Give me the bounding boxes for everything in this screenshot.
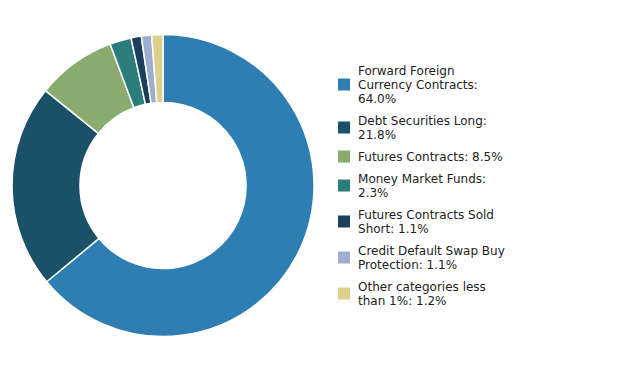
legend-swatch	[338, 122, 350, 134]
legend-item: Futures Contracts: 8.5%	[338, 150, 503, 164]
legend-swatch	[338, 180, 350, 192]
legend-item: Money Market Funds:2.3%	[338, 172, 486, 200]
legend-swatch	[338, 151, 350, 163]
legend-label-line: Credit Default Swap Buy	[358, 244, 505, 258]
legend-label-line: Money Market Funds:	[358, 172, 486, 186]
legend-item: Futures Contracts SoldShort: 1.1%	[338, 208, 494, 236]
chart: Forward ForeignCurrency Contracts:64.0% D…	[0, 0, 627, 371]
legend-label: Credit Default Swap BuyProtection: 1.1%	[358, 244, 505, 272]
legend-label-line: Futures Contracts: 8.5%	[358, 150, 503, 164]
legend-label-line: Short: 1.1%	[358, 222, 429, 236]
legend-label-line: Other categories less	[358, 280, 486, 294]
legend-label: Debt Securities Long:21.8%	[358, 114, 487, 142]
legend-swatch	[338, 79, 350, 91]
legend-swatch	[338, 216, 350, 228]
legend-label-line: Currency Contracts:	[358, 78, 478, 92]
legend-label-line: 21.8%	[358, 128, 396, 142]
legend-label: Other categories lessthan 1%: 1.2%	[358, 280, 486, 308]
legend-label-line: Protection: 1.1%	[358, 258, 457, 272]
legend-label-line: Forward Foreign	[358, 64, 455, 78]
legend-label-line: 2.3%	[358, 186, 389, 200]
legend-label-line: 64.0%	[358, 92, 396, 106]
legend-item: Other categories lessthan 1%: 1.2%	[338, 280, 486, 308]
legend-label-line: Futures Contracts Sold	[358, 208, 494, 222]
legend-label: Futures Contracts SoldShort: 1.1%	[358, 208, 494, 236]
slices	[12, 34, 314, 336]
legend-item: Credit Default Swap BuyProtection: 1.1%	[338, 244, 505, 272]
legend-swatch	[338, 252, 350, 264]
legend-label: Futures Contracts: 8.5%	[358, 150, 503, 164]
legend-item: Forward ForeignCurrency Contracts:64.0%	[338, 64, 478, 106]
legend-label-line: than 1%: 1.2%	[358, 294, 446, 308]
legend: Forward ForeignCurrency Contracts:64.0% D…	[338, 64, 505, 308]
legend-swatch	[338, 288, 350, 300]
legend-label: Money Market Funds:2.3%	[358, 172, 486, 200]
slice	[152, 34, 163, 102]
legend-label: Forward ForeignCurrency Contracts:64.0%	[358, 64, 478, 106]
legend-label-line: Debt Securities Long:	[358, 114, 487, 128]
legend-item: Debt Securities Long:21.8%	[338, 114, 487, 142]
